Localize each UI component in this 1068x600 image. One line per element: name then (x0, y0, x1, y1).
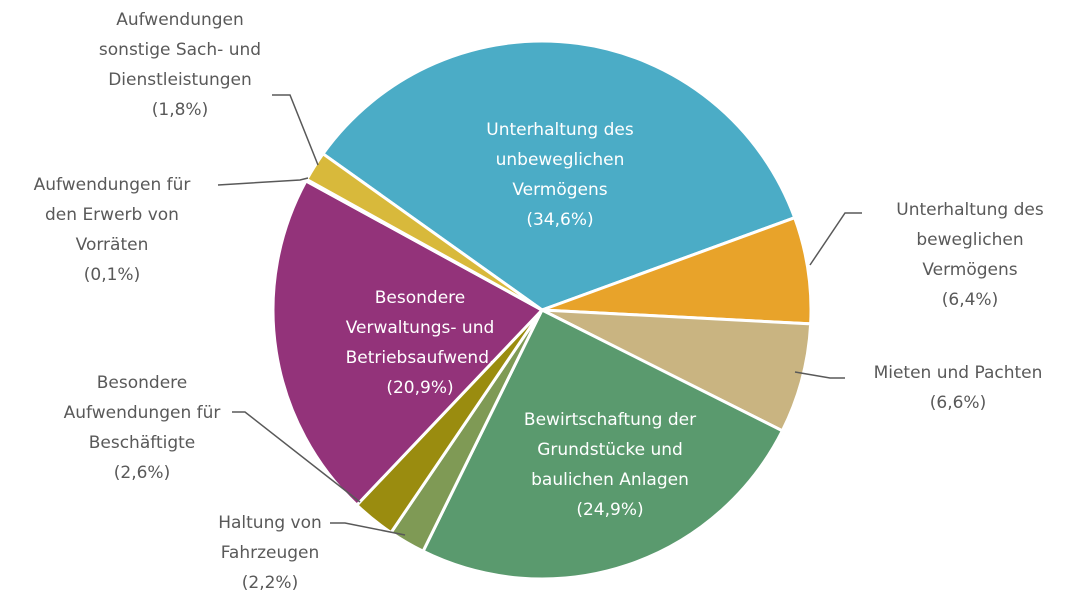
value-label: (6,4%) (941, 290, 999, 310)
category-label: Mieten und Pachten (873, 363, 1043, 383)
category-label: Aufwendungen für den Erwerb von Vorräten (33, 175, 191, 255)
category-label: Bewirtschaftung der Grundstücke und baul… (523, 410, 697, 490)
value-label: (34,6%) (526, 210, 594, 230)
slice-label: Aufwendungen für den Erwerb von Vorräten… (0, 170, 262, 290)
slice-label: Aufwendungen sonstige Sach- und Dienstle… (30, 5, 330, 125)
category-label: Besondere Verwaltungs- und Betriebsaufwe… (345, 288, 495, 368)
slice-label: Mieten und Pachten (6,6%) (808, 358, 1068, 418)
category-label: Unterhaltung des unbeweglichen Vermögens (486, 120, 634, 200)
value-label: (6,6%) (929, 393, 987, 413)
pie-slice (541, 308, 813, 433)
leader-line (272, 94, 319, 166)
slice-label: Unterhaltung des beweglichen Vermögens (6… (820, 195, 1068, 315)
pie-slice (421, 307, 785, 581)
leader-line (330, 522, 406, 536)
value-label: (2,2%) (241, 573, 299, 593)
slice-label: Haltung von Fahrzeugen (2,2%) (120, 508, 420, 598)
slice-label: Unterhaltung des unbeweglichen Vermögens… (410, 115, 710, 235)
leader-line (232, 411, 361, 503)
value-label: (20,9%) (386, 378, 454, 398)
slice-label: Besondere Aufwendungen für Beschäftigte (… (0, 368, 292, 488)
value-label: (2,6%) (113, 463, 171, 483)
pie-slice (271, 178, 545, 508)
category-label: Besondere Aufwendungen für Beschäftigte (63, 373, 221, 453)
pie-slice (320, 39, 797, 312)
leader-line (794, 371, 845, 379)
value-label: (1,8%) (151, 100, 209, 120)
value-label: (0,1%) (83, 265, 141, 285)
category-label: Haltung von Fahrzeugen (218, 513, 322, 563)
category-label: Aufwendungen sonstige Sach- und Dienstle… (98, 10, 262, 90)
value-label: (24,9%) (576, 500, 644, 520)
leader-line (809, 212, 862, 266)
slice-label: Bewirtschaftung der Grundstücke und baul… (460, 405, 760, 525)
pie-slice (304, 151, 543, 312)
category-label: Unterhaltung des beweglichen Vermögens (896, 200, 1044, 280)
leader-line (217, 177, 309, 186)
slice-label: Besondere Verwaltungs- und Betriebsaufwe… (270, 283, 570, 403)
